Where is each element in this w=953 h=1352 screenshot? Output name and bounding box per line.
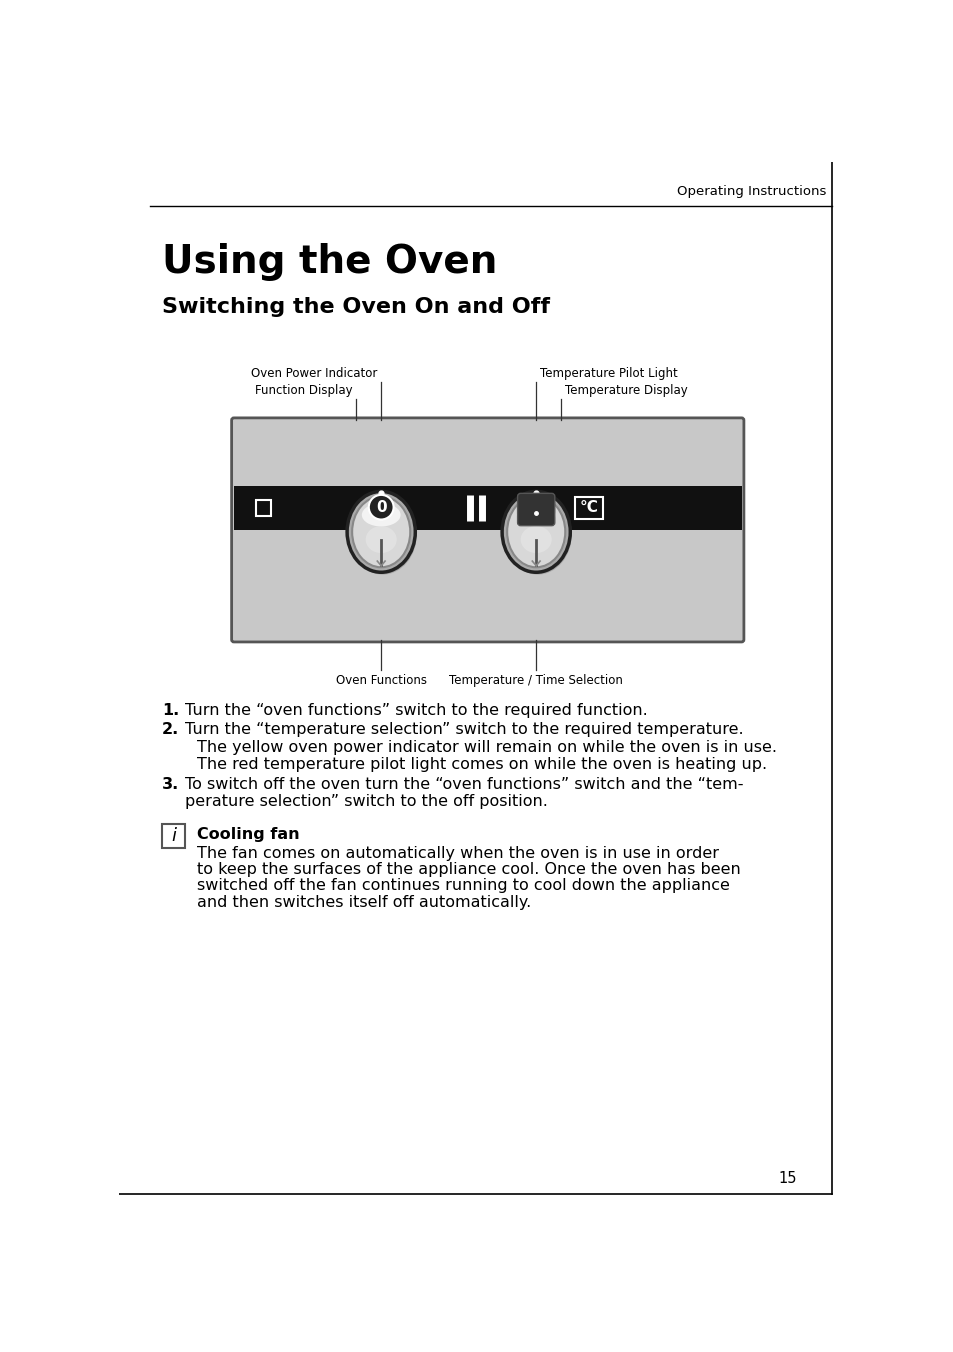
- Bar: [233, 485, 740, 530]
- Text: Oven Power Indicator: Oven Power Indicator: [251, 368, 377, 380]
- Text: The fan comes on automatically when the oven is in use in order: The fan comes on automatically when the …: [196, 846, 718, 861]
- Circle shape: [369, 495, 394, 519]
- Text: switched off the fan continues running to cool down the appliance: switched off the fan continues running t…: [196, 879, 729, 894]
- Bar: [255, 500, 271, 515]
- Ellipse shape: [352, 496, 410, 568]
- Ellipse shape: [365, 526, 396, 553]
- Ellipse shape: [517, 503, 555, 526]
- Text: Switching the Oven On and Off: Switching the Oven On and Off: [162, 297, 549, 316]
- Text: and then switches itself off automatically.: and then switches itself off automatical…: [196, 895, 531, 910]
- Text: Function Display: Function Display: [254, 384, 353, 397]
- Text: perature selection” switch to the off position.: perature selection” switch to the off po…: [185, 795, 547, 810]
- FancyBboxPatch shape: [517, 493, 555, 526]
- Text: Temperature Pilot Light: Temperature Pilot Light: [539, 368, 678, 380]
- Ellipse shape: [347, 491, 415, 572]
- Bar: [162, 825, 185, 848]
- Ellipse shape: [361, 503, 400, 526]
- Text: 0: 0: [375, 500, 386, 515]
- Text: Operating Instructions: Operating Instructions: [676, 185, 825, 197]
- Text: Oven Functions: Oven Functions: [335, 673, 426, 687]
- Text: The red temperature pilot light comes on while the oven is heating up.: The red temperature pilot light comes on…: [196, 757, 766, 772]
- Ellipse shape: [501, 491, 570, 572]
- FancyBboxPatch shape: [232, 418, 743, 642]
- Ellipse shape: [507, 496, 565, 568]
- Text: Using the Oven: Using the Oven: [162, 243, 497, 281]
- Text: to keep the surfaces of the appliance cool. Once the oven has been: to keep the surfaces of the appliance co…: [196, 863, 740, 877]
- Text: 1.: 1.: [162, 703, 179, 718]
- Ellipse shape: [520, 526, 551, 553]
- Text: i: i: [171, 827, 175, 845]
- Text: To switch off the oven turn the “oven functions” switch and the “tem-: To switch off the oven turn the “oven fu…: [185, 776, 742, 792]
- Text: 3.: 3.: [162, 776, 179, 792]
- Text: °C: °C: [578, 500, 598, 515]
- Text: Cooling fan: Cooling fan: [196, 827, 299, 842]
- Ellipse shape: [348, 493, 416, 575]
- Text: 15: 15: [778, 1171, 797, 1186]
- Ellipse shape: [503, 493, 571, 575]
- Text: Turn the “oven functions” switch to the required function.: Turn the “oven functions” switch to the …: [185, 703, 647, 718]
- Text: Turn the “temperature selection” switch to the required temperature.: Turn the “temperature selection” switch …: [185, 722, 743, 737]
- Text: The yellow oven power indicator will remain on while the oven is in use.: The yellow oven power indicator will rem…: [196, 740, 776, 754]
- Bar: [575, 498, 602, 519]
- Text: Temperature Display: Temperature Display: [564, 384, 687, 397]
- Text: 2.: 2.: [162, 722, 179, 737]
- Text: Temperature / Time Selection: Temperature / Time Selection: [449, 673, 622, 687]
